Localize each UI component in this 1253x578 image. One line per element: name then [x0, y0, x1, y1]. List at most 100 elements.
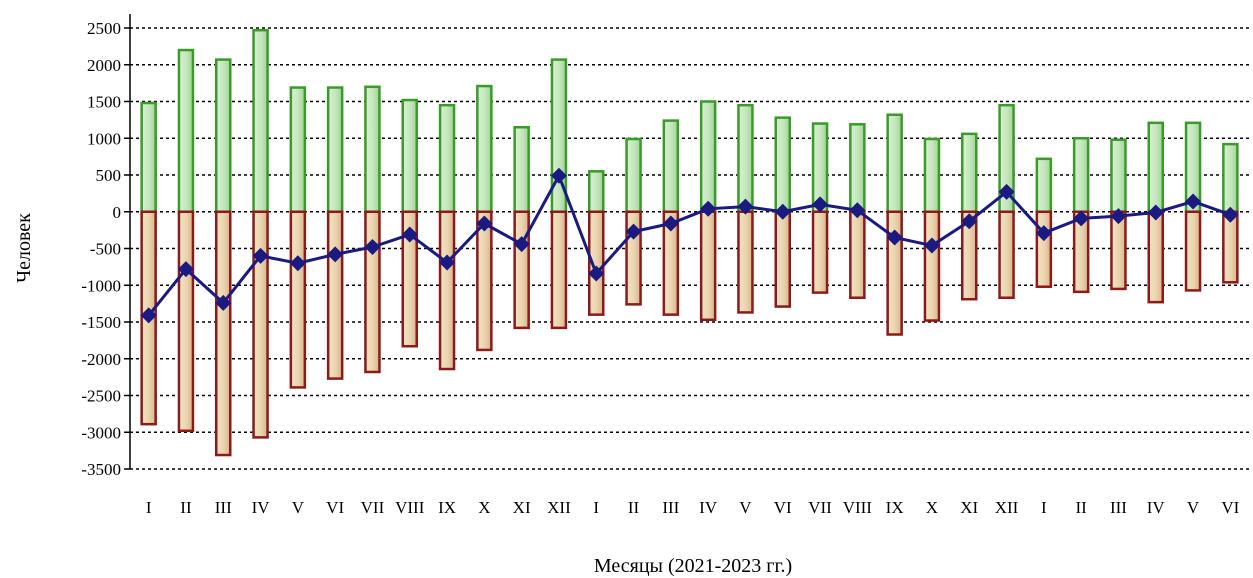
x-tick-label: III — [1110, 498, 1127, 517]
y-tick-label: -3500 — [81, 460, 121, 479]
bar-negative — [401, 210, 418, 348]
x-tick-label: III — [662, 498, 679, 517]
bar-positive — [1072, 137, 1090, 213]
x-tick-label: VII — [808, 498, 832, 517]
bar-negative — [326, 210, 344, 380]
bar-negative — [886, 210, 903, 336]
y-axis-ticks: 2500 2000 1500 1000 500 0 -500 -1000 -1500 -2000 -… — [81, 19, 130, 479]
net-line — [147, 172, 1231, 317]
x-tick-label: XII — [547, 498, 571, 517]
line-point-marker — [364, 239, 381, 256]
y-axis-title: Человек — [13, 213, 35, 283]
line-point-marker — [886, 229, 903, 246]
bar-positive — [1147, 121, 1164, 213]
bar-positive — [252, 28, 269, 213]
line-point-marker — [1147, 204, 1164, 221]
bar-negative — [252, 210, 269, 439]
bar-positive — [588, 170, 605, 213]
x-tick-label: I — [146, 498, 152, 517]
bar-negative — [289, 210, 307, 389]
x-tick-label: VI — [326, 498, 344, 517]
x-tick-label: II — [1075, 498, 1087, 517]
bar-positive — [961, 132, 978, 213]
bar-negative — [177, 210, 195, 433]
bar-positive — [625, 137, 642, 213]
x-tick-label: VIII — [395, 498, 425, 517]
bar-positive — [1222, 142, 1239, 214]
x-tick-label: I — [593, 498, 599, 517]
x-axis-ticks: I II III IV V VI VII VIII IX X XI XII I II III IV V VI VII… — [146, 498, 1240, 517]
y-tick-label: -2000 — [81, 350, 121, 369]
x-tick-label: VI — [1221, 498, 1239, 517]
x-tick-label: IX — [886, 498, 904, 517]
bar-positive — [438, 103, 456, 213]
line-point-marker — [252, 247, 269, 264]
line-point-marker — [1035, 225, 1052, 242]
line-point-marker — [737, 198, 754, 215]
x-tick-label: V — [739, 498, 752, 517]
bar-positive — [215, 58, 232, 214]
bar-negative — [513, 210, 530, 330]
x-tick-label: X — [926, 498, 938, 517]
line-point-marker — [812, 196, 829, 213]
y-tick-label: 1500 — [87, 93, 121, 112]
x-tick-label: VII — [361, 498, 385, 517]
bar-negative — [1184, 210, 1202, 292]
line-point-marker — [1073, 210, 1090, 227]
bar-negative — [998, 210, 1015, 299]
line-point-marker — [1110, 208, 1127, 225]
line-point-marker — [774, 203, 791, 220]
x-tick-label: XI — [513, 498, 531, 517]
y-tick-label: -500 — [90, 240, 121, 259]
line-point-marker — [625, 223, 642, 240]
line-point-marker — [1185, 193, 1202, 210]
line-point-marker — [700, 200, 717, 217]
x-axis-title: Месяцы (2021-2023 гг.) — [594, 555, 792, 577]
net-line-series — [140, 167, 1239, 324]
y-tick-label: 500 — [96, 166, 122, 185]
bar-negative — [737, 210, 754, 314]
bar-positive — [849, 123, 866, 213]
bar-positive — [774, 116, 791, 213]
line-point-marker — [476, 215, 493, 232]
bar-positive — [699, 100, 717, 213]
bar-negative — [215, 210, 232, 457]
x-tick-label: VI — [774, 498, 792, 517]
bar-negative — [849, 210, 866, 299]
bar-positive — [662, 119, 680, 213]
line-point-marker — [327, 246, 344, 263]
bar-positive — [177, 48, 195, 213]
y-tick-label: 2500 — [87, 19, 121, 38]
y-tick-label: 2000 — [87, 56, 121, 75]
x-tick-label: VIII — [843, 498, 873, 517]
x-tick-label: IV — [1147, 498, 1166, 517]
x-tick-label: V — [292, 498, 305, 517]
x-tick-label: XII — [995, 498, 1019, 517]
bar-positive — [326, 86, 344, 213]
line-point-marker — [849, 202, 866, 219]
y-tick-label: 1000 — [87, 129, 121, 148]
x-tick-label: IX — [438, 498, 456, 517]
line-point-marker — [289, 255, 306, 272]
bar-positive — [737, 103, 754, 213]
bar-negative — [699, 210, 717, 322]
bars — [140, 28, 1239, 457]
bar-positive — [364, 85, 381, 213]
bar-negative — [811, 210, 829, 294]
bar-negative — [364, 210, 381, 374]
bar-positive — [513, 125, 530, 213]
line-point-marker — [998, 183, 1015, 200]
bar-negative — [662, 210, 680, 316]
line-point-marker — [177, 261, 194, 278]
x-tick-label: III — [215, 498, 232, 517]
bar-negative — [476, 210, 493, 352]
bar-positive — [140, 101, 157, 213]
y-tick-label: -3000 — [81, 423, 121, 442]
x-tick-label: IV — [252, 498, 271, 517]
bar-negative — [774, 210, 791, 308]
line-point-marker — [401, 226, 418, 243]
line-point-marker — [588, 265, 605, 282]
line-point-marker — [550, 167, 567, 184]
bar-negative — [923, 210, 941, 322]
